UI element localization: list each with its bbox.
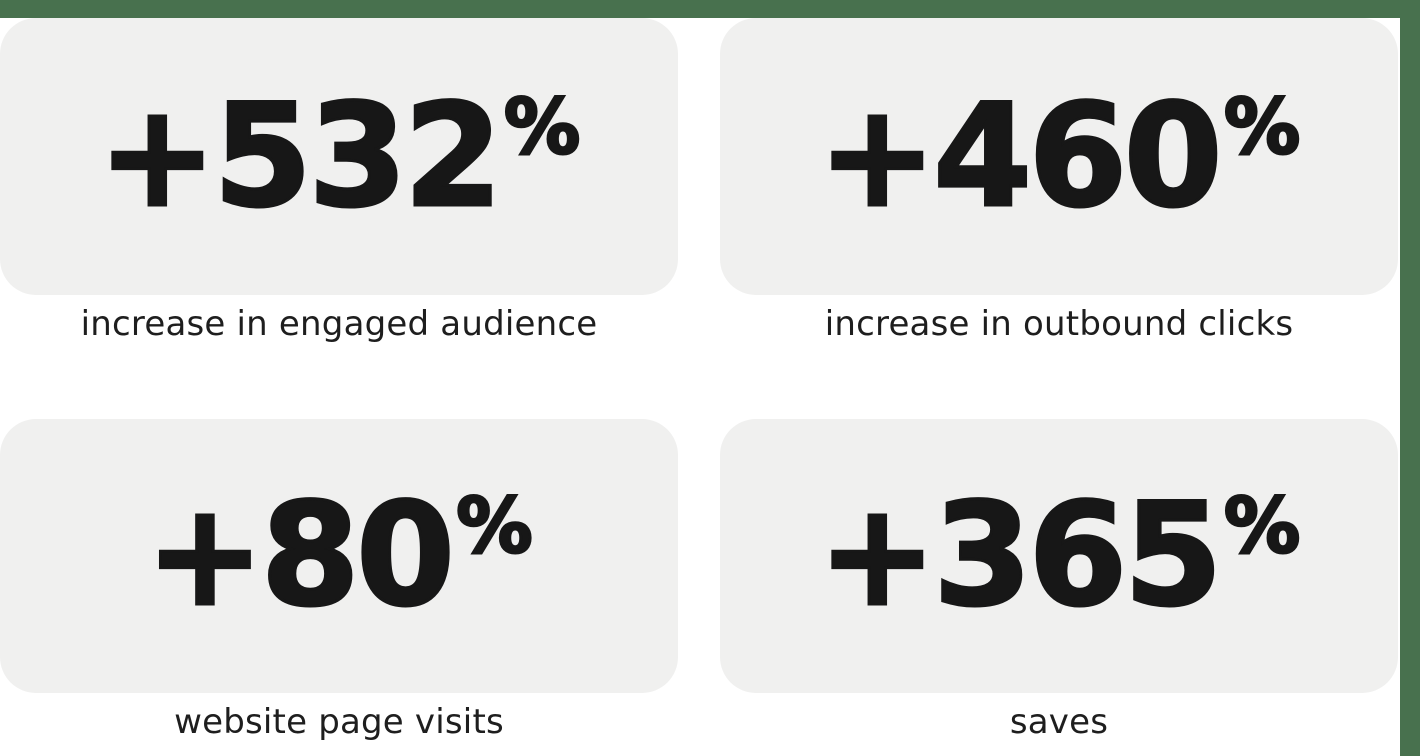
stat-value-number: +365 — [816, 473, 1224, 638]
right-accent-bar — [1400, 0, 1420, 756]
stat-value-number: +80 — [144, 473, 457, 638]
stat-value-number: +532 — [96, 73, 504, 239]
stat-caption: increase in outbound clicks — [824, 304, 1294, 344]
stats-grid: +532% increase in engaged audience +460%… — [0, 18, 1398, 742]
percent-sign: % — [455, 481, 534, 570]
stat-engaged-audience: +532% increase in engaged audience — [0, 18, 678, 344]
stat-value: +532% — [96, 81, 582, 229]
stat-page-visits: +80% website page visits — [0, 419, 678, 742]
stat-card: +460% — [720, 18, 1398, 295]
stat-value-number: +460 — [816, 73, 1224, 239]
stat-value: +365% — [816, 481, 1302, 628]
top-accent-bar — [0, 0, 1420, 18]
stat-saves: +365% saves — [720, 419, 1398, 742]
stat-card: +80% — [0, 419, 678, 693]
percent-sign: % — [503, 81, 582, 171]
stat-caption: saves — [1009, 702, 1109, 742]
stat-card: +532% — [0, 18, 678, 295]
stat-value: +80% — [144, 481, 534, 628]
stat-caption: website page visits — [174, 702, 504, 742]
percent-sign: % — [1223, 481, 1302, 570]
stat-card: +365% — [720, 419, 1398, 693]
stat-outbound-clicks: +460% increase in outbound clicks — [720, 18, 1398, 344]
stat-value: +460% — [816, 81, 1302, 229]
percent-sign: % — [1223, 81, 1302, 171]
stat-caption: increase in engaged audience — [80, 304, 598, 344]
